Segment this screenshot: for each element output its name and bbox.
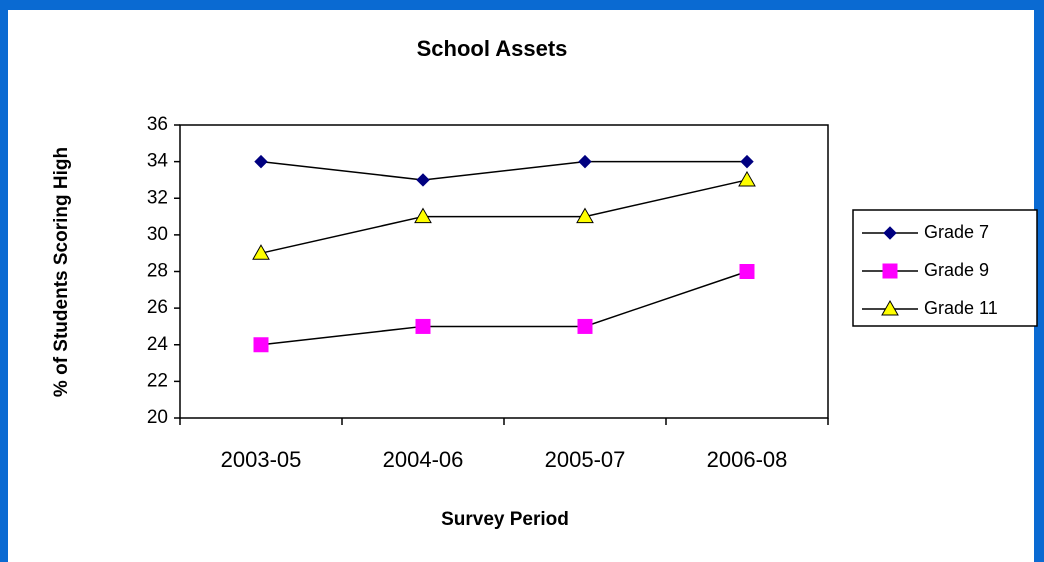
legend-marker (883, 226, 897, 240)
data-point (252, 244, 270, 260)
y-tick-label: 34 (147, 151, 169, 172)
x-tick-label: 2006-08 (707, 447, 788, 472)
data-point (578, 154, 592, 169)
y-tick-label: 32 (147, 187, 168, 208)
x-tick-label: 2004-06 (383, 447, 464, 472)
y-tick-label: 26 (147, 297, 168, 318)
y-tick-label: 22 (147, 370, 168, 391)
y-tick-label: 28 (147, 261, 168, 282)
data-point (415, 318, 431, 334)
legend-label: Grade 7 (924, 222, 989, 242)
y-tick-label: 36 (147, 114, 168, 135)
data-point (414, 207, 432, 224)
series-line (260, 179, 748, 254)
series-line (260, 160, 747, 181)
legend-label: Grade 11 (924, 298, 998, 318)
y-axis-label: % of Students Scoring High (51, 147, 72, 397)
data-point (254, 154, 268, 169)
series-line (260, 270, 748, 346)
data-point (738, 170, 756, 187)
data-point (416, 173, 430, 187)
data-point (253, 337, 269, 353)
y-tick-label: 20 (147, 407, 168, 428)
y-tick-label: 24 (147, 334, 169, 355)
data-point (739, 264, 755, 279)
x-axis-label: Survey Period (441, 509, 569, 530)
data-point (577, 318, 593, 334)
x-tick-label: 2003-05 (221, 447, 302, 472)
legend-marker (882, 263, 898, 279)
data-point (740, 154, 754, 169)
data-point (576, 207, 594, 224)
chart-title: School Assets (417, 36, 568, 61)
y-tick-label: 30 (147, 224, 168, 245)
x-tick-label: 2005-07 (545, 447, 626, 472)
legend-marker (881, 299, 899, 316)
legend-label: Grade 9 (924, 260, 989, 280)
